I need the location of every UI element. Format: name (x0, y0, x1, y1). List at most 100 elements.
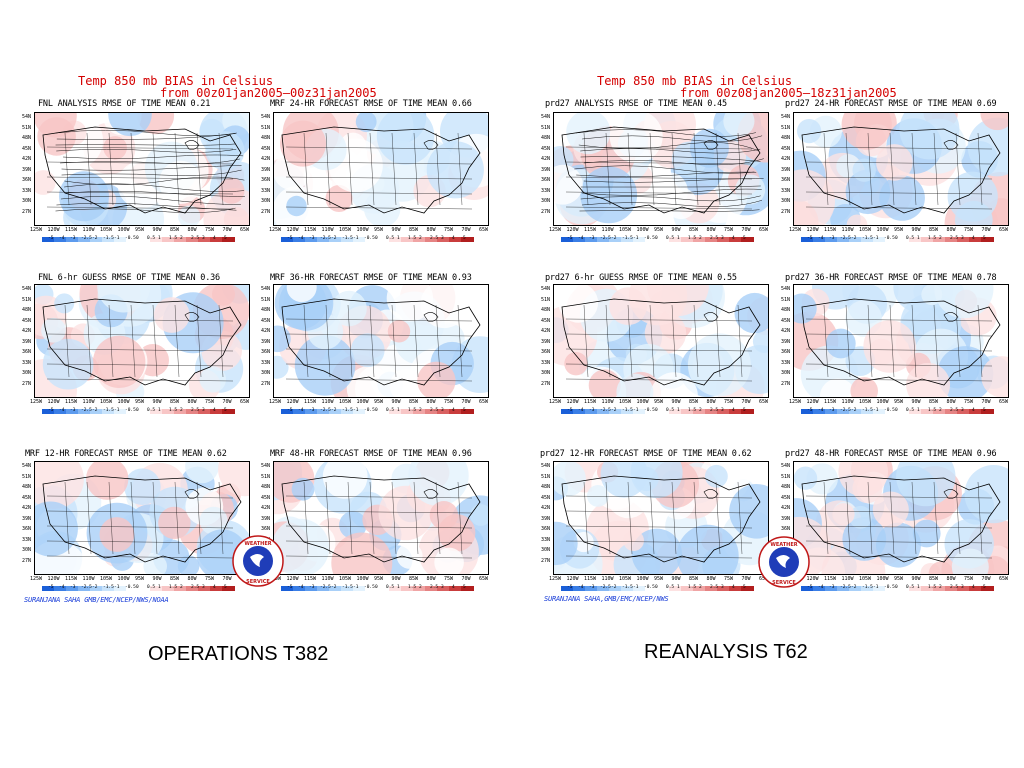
colorbar-tick-label: 1 (917, 236, 920, 241)
longitude-label: 115W (584, 227, 597, 233)
longitude-label: 95W (374, 227, 384, 233)
colorbar-segment (933, 409, 946, 414)
colorbar (42, 409, 235, 414)
latitude-label: 30N (22, 198, 32, 204)
colorbar-tick-label: -0.5 (364, 408, 375, 413)
latitude-label: 36N (22, 526, 32, 532)
colorbar-tick-label: -1 (873, 408, 879, 413)
latitude-label: 42N (261, 505, 271, 511)
latitude-label: 36N (22, 177, 32, 183)
colorbar-segment (114, 409, 127, 414)
colorbar-tick-label: -0.5 (125, 236, 136, 241)
colorbar-segment (921, 586, 934, 591)
latitude-label: 42N (22, 505, 32, 511)
caption-operations: OPERATIONS T382 (148, 643, 329, 665)
colorbar-tick-label: -2 (331, 236, 337, 241)
colorbar-tick-label: 5 (743, 408, 746, 413)
colorbar-segment (102, 586, 115, 591)
colorbar-tick-label: -1 (353, 236, 359, 241)
colorbar-segment (401, 586, 414, 591)
right-title-line1: Temp 850 mb BIAS in Celsius (597, 74, 793, 88)
colorbar-tick-label: 0 (655, 408, 658, 413)
latitude-label: 54N (781, 463, 791, 469)
colorbar-segment (825, 586, 838, 591)
latitude-label: 30N (541, 370, 551, 376)
colorbar-tick-label: 1.5 (688, 236, 697, 241)
colorbar-segment (150, 237, 163, 242)
longitude-label: 90W (671, 576, 681, 582)
latitude-label: 42N (261, 328, 271, 334)
colorbar-tick-label: -2 (92, 585, 98, 590)
colorbar-segment (90, 586, 103, 591)
latitude-label: 33N (22, 359, 32, 366)
longitude-label: 125W (269, 399, 282, 405)
latitude-label: 51N (22, 473, 32, 480)
longitude-label: 105W (339, 227, 352, 233)
map-panel (793, 284, 1009, 398)
latitude-label: 27N (22, 208, 32, 215)
latitude-label: 48N (261, 307, 271, 313)
colorbar-segment (801, 586, 814, 591)
colorbar-segment (861, 586, 874, 591)
longitude-label: 100W (356, 576, 369, 582)
longitude-label: 95W (654, 576, 664, 582)
colorbar-segment (813, 409, 826, 414)
latitude-label: 33N (261, 359, 271, 366)
colorbar-tick-label: 0 (895, 408, 898, 413)
latitude-label: 39N (261, 515, 271, 522)
latitude-label: 42N (22, 156, 32, 162)
longitude-label: 125W (269, 227, 282, 233)
longitude-label: 115W (304, 576, 317, 582)
longitude-label: 105W (619, 227, 632, 233)
colorbar-tick-label: 2.5 (191, 408, 200, 413)
colorbar-tick-label: 1 (677, 408, 680, 413)
colorbar-tick-label: 3 (202, 585, 205, 590)
map-panel (553, 461, 769, 575)
longitude-label: 85W (689, 399, 699, 405)
colorbar-segment (585, 409, 598, 414)
longitude-label: 80W (187, 576, 197, 582)
latitude-label: 48N (781, 484, 791, 490)
colorbar-segment (90, 237, 103, 242)
colorbar-segment (78, 586, 91, 591)
latitude-label: 45N (261, 145, 271, 152)
colorbar-segment (341, 586, 354, 591)
colorbar-segment (729, 586, 742, 591)
colorbar-segment (657, 409, 670, 414)
longitude-label: 110W (321, 227, 334, 233)
longitude-label: 120W (566, 227, 579, 233)
colorbar-tick-label: -4 (298, 408, 304, 413)
colorbar-segment (969, 586, 982, 591)
colorbar-segment (849, 586, 862, 591)
colorbar-tick-label: -5 (287, 236, 293, 241)
colorbar-tick-label: 3 (441, 408, 444, 413)
colorbar-tick-label: -3 (309, 585, 315, 590)
colorbar-segment (437, 237, 450, 242)
longitude-label: 105W (339, 399, 352, 405)
colorbar-segment (825, 409, 838, 414)
colorbar-tick-label: 3 (721, 236, 724, 241)
latitude-label: 36N (541, 526, 551, 532)
map-panel (34, 461, 250, 575)
colorbar-segment (597, 586, 610, 591)
colorbar-tick-label: 1.5 (928, 236, 937, 241)
longitude-label: 110W (601, 227, 614, 233)
longitude-label: 95W (894, 227, 904, 233)
colorbar (42, 237, 235, 242)
colorbar-segment (693, 409, 706, 414)
credit-text: SURANJANA SAHA,GMB/EMC/NCEP/NWS (544, 595, 669, 603)
colorbar-tick-label: 5 (743, 585, 746, 590)
colorbar-segment (449, 586, 462, 591)
longitude-label: 105W (619, 576, 632, 582)
colorbar-segment (837, 237, 850, 242)
colorbar-tick-label: 1 (158, 408, 161, 413)
colorbar-tick-label: -0.5 (884, 585, 895, 590)
colorbar-tick-label: 3 (441, 236, 444, 241)
longitude-label: 110W (321, 576, 334, 582)
colorbar-segment (873, 586, 886, 591)
colorbar-segment (945, 586, 958, 591)
colorbar-tick-label: 0 (895, 236, 898, 241)
latitude-label: 45N (22, 494, 32, 501)
latitude-label: 51N (541, 296, 551, 303)
colorbar-tick-label: -5 (807, 585, 813, 590)
